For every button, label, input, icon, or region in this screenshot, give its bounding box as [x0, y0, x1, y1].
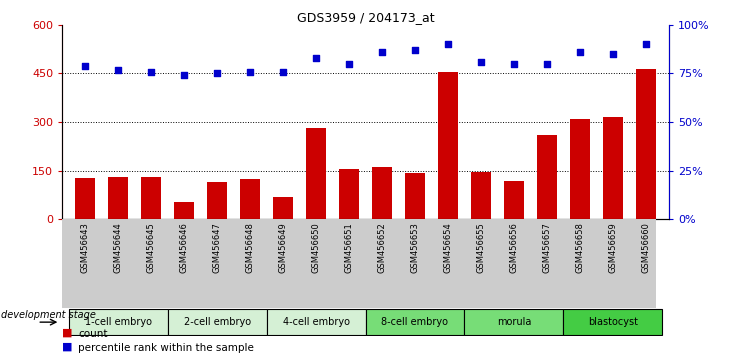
Point [640, 41, 651, 47]
Text: GSM456653: GSM456653 [411, 222, 420, 273]
Text: GSM456649: GSM456649 [279, 222, 287, 273]
Bar [504, 181, 524, 219]
Bar [69, 309, 167, 335]
Text: GSM456650: GSM456650 [311, 222, 320, 273]
Bar [471, 172, 491, 219]
Point [541, 61, 553, 67]
Text: GSM456660: GSM456660 [641, 222, 651, 273]
Bar [464, 309, 564, 335]
Text: 1-cell embryo: 1-cell embryo [85, 316, 152, 327]
Text: GSM456652: GSM456652 [377, 222, 387, 273]
Point [475, 59, 487, 64]
Point [80, 63, 91, 68]
Bar [339, 169, 359, 219]
Text: GSM456648: GSM456648 [246, 222, 254, 273]
Bar [636, 69, 656, 219]
Text: GSM456646: GSM456646 [180, 222, 189, 273]
Point [211, 70, 223, 76]
Bar [240, 179, 260, 219]
Point [145, 69, 157, 74]
Text: morula: morula [496, 316, 531, 327]
Point [409, 47, 421, 53]
Point [113, 67, 124, 72]
Bar [207, 182, 227, 219]
Bar [108, 177, 128, 219]
Bar [537, 135, 557, 219]
Text: ■: ■ [62, 342, 72, 352]
Text: GSM456644: GSM456644 [114, 222, 123, 273]
Text: GSM456643: GSM456643 [80, 222, 90, 273]
Bar [366, 309, 464, 335]
Point [574, 49, 586, 55]
Bar [167, 309, 267, 335]
Text: GSM456659: GSM456659 [608, 222, 617, 273]
Bar [603, 117, 623, 219]
Bar [306, 128, 326, 219]
Text: GSM456651: GSM456651 [344, 222, 354, 273]
Point [508, 61, 520, 67]
Text: blastocyst: blastocyst [588, 316, 638, 327]
Text: GSM456656: GSM456656 [510, 222, 518, 273]
Bar [267, 309, 366, 335]
Point [607, 51, 618, 57]
Bar [75, 178, 95, 219]
Bar [141, 177, 161, 219]
Bar [273, 197, 293, 219]
Text: GSM456654: GSM456654 [444, 222, 452, 273]
Bar [405, 173, 425, 219]
Point [343, 61, 355, 67]
Title: GDS3959 / 204173_at: GDS3959 / 204173_at [297, 11, 434, 24]
Text: 4-cell embryo: 4-cell embryo [283, 316, 349, 327]
Text: count: count [78, 329, 107, 339]
Bar [438, 72, 458, 219]
Bar [570, 119, 590, 219]
Text: ■: ■ [62, 328, 72, 338]
Point [442, 41, 454, 47]
Text: GSM456658: GSM456658 [575, 222, 584, 273]
Bar [174, 202, 194, 219]
Text: development stage: development stage [1, 310, 96, 320]
Point [244, 69, 256, 74]
Text: GSM456645: GSM456645 [147, 222, 156, 273]
Point [277, 69, 289, 74]
Bar [372, 167, 392, 219]
Text: GSM456655: GSM456655 [477, 222, 485, 273]
Point [376, 49, 388, 55]
Text: GSM456657: GSM456657 [542, 222, 551, 273]
Point [178, 73, 190, 78]
Point [310, 55, 322, 61]
Text: percentile rank within the sample: percentile rank within the sample [78, 343, 254, 353]
Text: GSM456647: GSM456647 [213, 222, 221, 273]
Text: 2-cell embryo: 2-cell embryo [183, 316, 251, 327]
Bar [564, 309, 662, 335]
Text: 8-cell embryo: 8-cell embryo [382, 316, 448, 327]
